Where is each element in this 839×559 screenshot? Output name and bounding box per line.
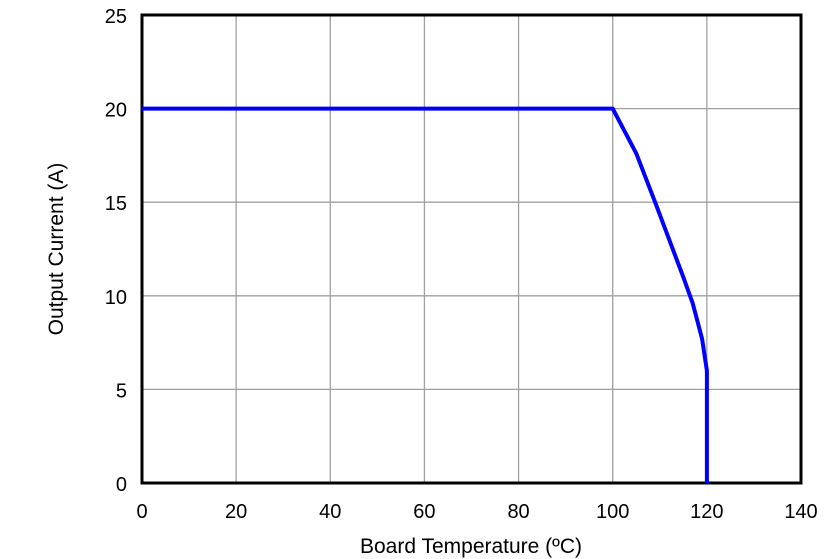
x-axis-ticks: 0 20 40 60 80 100 120 140 xyxy=(136,501,817,523)
y-tick-label: 25 xyxy=(105,6,127,28)
x-tick-label: 60 xyxy=(413,501,435,523)
x-tick-label: 0 xyxy=(136,501,147,523)
y-tick-label: 0 xyxy=(116,474,127,496)
y-axis-label: Output Current (A) xyxy=(45,163,68,336)
y-tick-label: 15 xyxy=(105,193,127,215)
x-tick-label: 120 xyxy=(690,501,723,523)
data-series xyxy=(142,106,709,483)
x-tick-label: 40 xyxy=(319,501,341,523)
y-tick-label: 10 xyxy=(105,287,127,309)
x-axis-label: Board Temperature (ºC) xyxy=(360,535,582,558)
x-tick-label: 100 xyxy=(596,501,629,523)
y-tick-label: 20 xyxy=(105,100,127,122)
plot-frame xyxy=(140,13,803,485)
y-axis-ticks: 0 5 10 15 20 25 xyxy=(105,6,127,496)
y-tick-label: 5 xyxy=(116,380,127,402)
x-tick-label: 20 xyxy=(225,501,247,523)
grid-lines xyxy=(142,15,801,483)
x-tick-label: 80 xyxy=(507,501,529,523)
derating-curve xyxy=(142,106,709,483)
x-tick-label: 140 xyxy=(784,501,817,523)
